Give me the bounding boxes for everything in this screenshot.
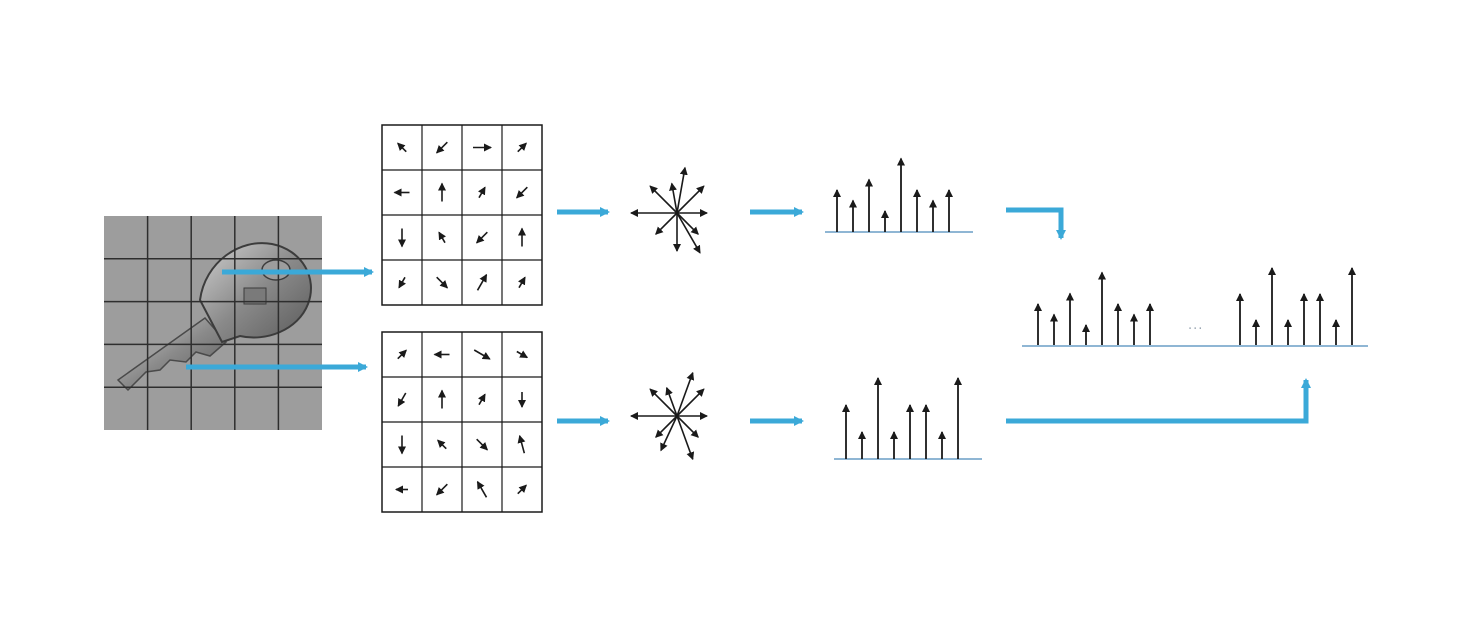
gradient-arrow	[518, 276, 526, 289]
orientation-arrow	[649, 185, 678, 214]
gradient-arrow	[516, 350, 529, 359]
gradient-arrow	[398, 276, 406, 289]
concatenation-ellipsis: ...	[1188, 318, 1204, 333]
orientation-arrow	[660, 415, 678, 452]
orientation-arrow	[676, 415, 695, 461]
gradient-arrow	[476, 273, 488, 291]
orientation-arrow	[649, 388, 678, 417]
gradient-arrow	[475, 231, 488, 244]
gradient-arrow	[517, 142, 527, 153]
arrow-hist-bottom-to-concat	[1006, 378, 1311, 424]
gradient-arrow	[397, 392, 407, 407]
orientation-arrow	[676, 388, 705, 417]
orientation-arrow	[676, 212, 701, 254]
orientation-star-bottom	[630, 371, 708, 461]
histogram-bottom	[834, 377, 982, 460]
arrow-hist-top-to-concat	[1006, 207, 1066, 240]
gradient-arrow	[437, 439, 447, 450]
image-grid	[104, 216, 322, 430]
orientation-arrow	[676, 415, 699, 438]
gradient-arrow	[478, 393, 486, 406]
orientation-arrow	[655, 415, 678, 438]
gradient-arrow	[397, 349, 407, 360]
gradient-arrow	[473, 349, 491, 360]
orientation-arrow	[676, 166, 688, 214]
gradient-arrow	[438, 231, 446, 244]
orientation-arrow	[676, 212, 699, 235]
gradient-grid-top	[381, 124, 543, 306]
orientation-arrow	[669, 182, 678, 214]
gradient-arrow	[515, 186, 528, 199]
gradient-arrow	[517, 484, 527, 495]
gradient-arrow	[436, 276, 449, 289]
image-patch	[104, 216, 322, 430]
orientation-arrow	[676, 371, 695, 417]
key-logo	[243, 287, 267, 305]
key-icon	[116, 242, 312, 392]
orientation-star-top	[630, 166, 708, 254]
gradient-arrow	[397, 142, 407, 153]
histogram-top	[825, 157, 973, 233]
orientation-arrow	[655, 212, 678, 235]
orientation-arrow	[676, 185, 705, 214]
orientation-arrow	[665, 386, 678, 417]
gradient-arrow	[478, 186, 486, 199]
concatenated-histogram-right	[1236, 267, 1356, 346]
gradient-arrow	[517, 434, 526, 454]
gradient-grid-bottom	[381, 331, 543, 513]
gradient-arrow	[435, 141, 448, 154]
concatenated-histogram-left	[1034, 271, 1154, 346]
gradient-arrow	[476, 438, 489, 451]
gradient-arrow	[435, 483, 448, 496]
gradient-arrow	[476, 480, 488, 498]
flow-arrows	[186, 207, 1311, 426]
